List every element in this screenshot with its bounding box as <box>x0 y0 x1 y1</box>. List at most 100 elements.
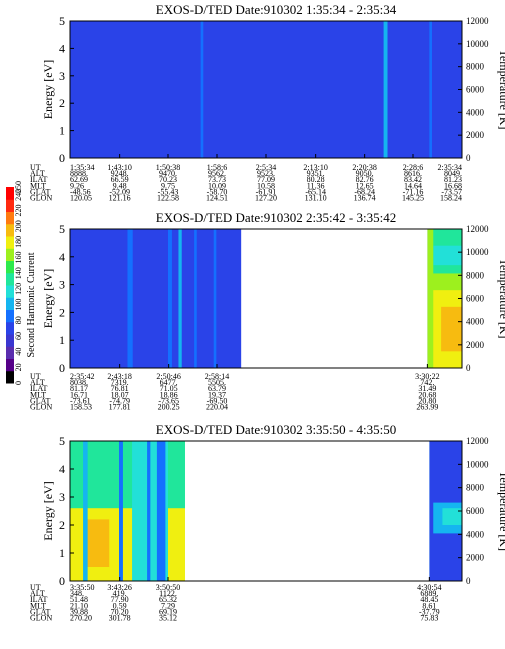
orbit-value-ut: 3:35:50 <box>70 583 94 592</box>
orbit-value-glat: -71.16 <box>403 187 424 196</box>
y2-tick-label: 0 <box>466 153 471 163</box>
y-tick-label: 0 <box>59 574 65 588</box>
y2-tick-label: 10000 <box>466 39 489 49</box>
orbit-value-ilat: 66.59 <box>111 175 129 184</box>
orbit-value-mlt: 19.37 <box>208 390 226 399</box>
orbit-value-alt: 9562. <box>208 169 226 178</box>
y2-tick-label: 10000 <box>466 459 489 469</box>
orbit-value-glon: 158.53 <box>70 403 92 412</box>
orbit-value-glat: -65.14 <box>305 187 326 196</box>
colorbar-segment <box>6 321 14 335</box>
chart-title: EXOS-D/TED Date:910302 2:35:42 - 3:35:42 <box>156 210 396 225</box>
orbit-value-ilat: 51.48 <box>70 595 88 604</box>
orbit-value-ut: 2:20:38 <box>352 163 376 172</box>
orbit-value-alt: 419. <box>113 589 127 598</box>
colorbar-tick-label: 40 <box>14 348 23 356</box>
orbit-value-ilat: 80.28 <box>307 175 325 184</box>
orbit-value-ut: 2:35:34 <box>438 163 462 172</box>
orbit-value-ilat: 65.32 <box>159 595 177 604</box>
orbit-value-ut: 3:50:50 <box>156 583 180 592</box>
orbit-value-mlt: 11.36 <box>307 181 325 190</box>
orbit-value-alt: 8616. <box>404 169 422 178</box>
orbit-value-mlt: 16.71 <box>70 390 88 399</box>
orbit-value-glon: 124.51 <box>206 194 228 203</box>
orbit-value-alt: 9248. <box>111 169 129 178</box>
orbit-value-alt: 742. <box>420 378 434 387</box>
orbit-row-label: GLAT <box>30 396 51 405</box>
orbit-row-label: GLON <box>30 403 52 412</box>
orbit-value-alt: 7319. <box>111 378 129 387</box>
orbit-value-glon: 75.83 <box>420 614 438 623</box>
y2-tick-label: 10000 <box>466 247 489 257</box>
orbit-value-alt: 348. <box>70 589 84 598</box>
orbit-value-glat: -74.79 <box>109 396 130 405</box>
orbit-value-glon: 263.99 <box>416 403 438 412</box>
orbit-value-alt: 6889. <box>420 589 438 598</box>
y2-tick-label: 2000 <box>466 553 485 563</box>
colorbar-segment <box>6 223 14 237</box>
spectrogram-column-4 <box>194 229 197 368</box>
orbit-row-label: ALT <box>30 169 45 178</box>
orbit-value-mlt: 20.68 <box>418 390 436 399</box>
spectrogram-block-right-4 <box>427 273 462 291</box>
orbit-value-glat: -37.79 <box>419 607 440 616</box>
orbit-value-glat: -68.24 <box>354 187 375 196</box>
orbit-value-ilat: 31.49 <box>418 384 436 393</box>
y-tick-label: 4 <box>59 250 65 264</box>
y-tick-label: 0 <box>59 361 65 375</box>
y-tick-label: 3 <box>59 69 65 83</box>
spectrogram-column-3 <box>429 21 432 158</box>
orbit-value-alt: 5505. <box>208 378 226 387</box>
spectrogram-column-2 <box>383 21 388 158</box>
orbit-value-ilat: 77.09 <box>257 175 275 184</box>
orbit-row-label: ILAT <box>30 175 47 184</box>
colorbar-tick-label: 20 <box>14 363 23 371</box>
colorbar-tick-label: 240 <box>14 189 23 201</box>
orbit-value-mlt: 9.75 <box>161 181 175 190</box>
orbit-value-mlt: 10.58 <box>257 181 275 190</box>
colorbar-segment <box>6 211 14 225</box>
orbit-value-glon: 120.05 <box>70 194 92 203</box>
y2-tick-label: 12000 <box>466 16 489 26</box>
spectrogram-block-right-6 <box>427 229 434 368</box>
orbit-value-mlt: 10.09 <box>208 181 226 190</box>
orbit-value-ut: 3:30:22 <box>415 372 439 381</box>
orbit-value-mlt: 16.68 <box>444 181 462 190</box>
y2-axis-label: Temperature [K] <box>497 49 505 129</box>
y2-tick-label: 4000 <box>466 317 485 327</box>
orbit-value-glat: -48.56 <box>70 187 91 196</box>
y-tick-label: 5 <box>59 434 65 448</box>
orbit-value-alt: 8038. <box>70 378 88 387</box>
colorbar-segment <box>6 370 14 384</box>
y2-tick-label: 12000 <box>466 224 489 234</box>
orbit-value-glon: 270.20 <box>70 614 92 623</box>
y-tick-label: 3 <box>59 490 65 504</box>
orbit-value-alt: 8888. <box>70 169 88 178</box>
orbit-value-ut: 3:43:26 <box>107 583 131 592</box>
colorbar-segment <box>6 248 14 261</box>
y-tick-label: 3 <box>59 278 65 292</box>
orbit-value-alt: 6477. <box>160 378 178 387</box>
spectrogram-column-3 <box>147 441 151 581</box>
orbit-value-ut: 2:35:42 <box>70 372 94 381</box>
orbit-row-label: ILAT <box>30 595 47 604</box>
orbit-value-ut: 2:28:6 <box>403 163 423 172</box>
orbit-row-label: GLON <box>30 194 52 203</box>
orbit-value-glat: -55.43 <box>158 187 179 196</box>
orbit-value-alt: 1122. <box>159 589 177 598</box>
colorbar-tick-label: 140 <box>14 267 23 279</box>
orbit-row-label: MLT <box>30 601 46 610</box>
orbit-value-alt: 9351. <box>307 169 325 178</box>
orbit-value-ilat: 82.76 <box>356 175 374 184</box>
spectrogram-column-5 <box>213 229 217 368</box>
spectrogram-block-right-5 <box>441 306 462 352</box>
orbit-value-glon: 127.20 <box>255 194 277 203</box>
orbit-value-ilat: 81.17 <box>70 384 88 393</box>
colorbar-tick-label: 220 <box>14 205 23 217</box>
y-tick-label: 2 <box>59 518 65 532</box>
y-tick-label: 5 <box>59 222 65 236</box>
orbit-value-mlt: 18.86 <box>160 390 178 399</box>
orbit-row-label: ALT <box>30 589 45 598</box>
